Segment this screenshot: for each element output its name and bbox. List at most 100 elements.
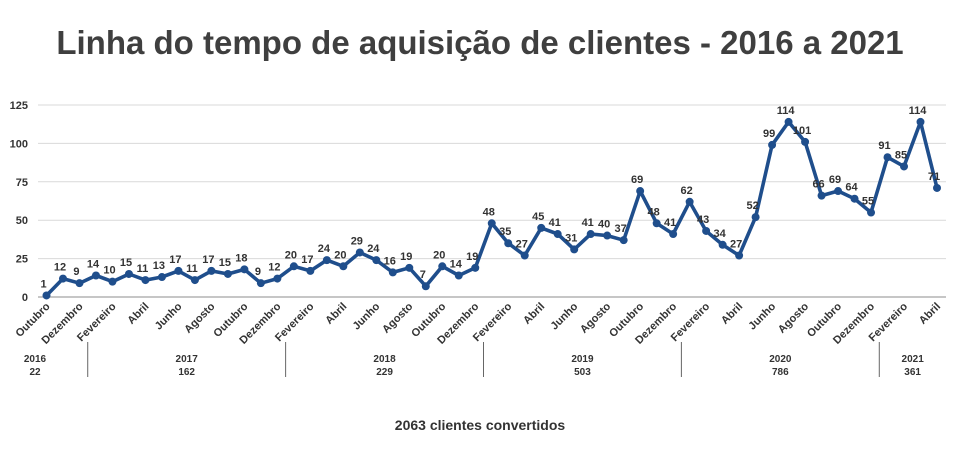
data-point bbox=[421, 282, 430, 291]
data-point bbox=[504, 239, 513, 248]
data-label: 91 bbox=[878, 140, 890, 152]
data-label: 40 bbox=[598, 219, 610, 231]
data-label: 1 bbox=[40, 278, 46, 290]
data-label: 41 bbox=[582, 217, 594, 229]
data-label: 41 bbox=[549, 217, 561, 229]
data-label: 52 bbox=[746, 200, 758, 212]
data-label: 43 bbox=[697, 214, 709, 226]
data-point bbox=[768, 140, 777, 149]
data-label: 41 bbox=[664, 217, 676, 229]
data-point bbox=[273, 274, 282, 283]
data-point bbox=[487, 219, 496, 228]
data-label: 12 bbox=[268, 262, 280, 274]
y-tick-label: 50 bbox=[16, 215, 28, 227]
data-label: 35 bbox=[499, 226, 511, 238]
data-label: 24 bbox=[318, 243, 331, 255]
total-clients-caption: 2063 clientes convertidos bbox=[394, 417, 566, 433]
data-point bbox=[685, 197, 694, 206]
y-tick-label: 0 bbox=[22, 292, 28, 304]
data-label: 10 bbox=[103, 265, 115, 277]
data-point bbox=[636, 187, 645, 196]
data-label: 14 bbox=[87, 258, 100, 270]
data-point bbox=[190, 276, 199, 285]
data-point bbox=[883, 153, 892, 162]
data-point bbox=[256, 279, 265, 288]
data-label: 101 bbox=[793, 125, 811, 137]
data-label: 114 bbox=[777, 105, 796, 117]
year-label: 2018 bbox=[373, 354, 396, 365]
y-tick-label: 75 bbox=[16, 177, 28, 189]
data-point bbox=[306, 266, 315, 275]
data-label: 85 bbox=[895, 149, 907, 161]
year-total-label: 229 bbox=[376, 367, 393, 378]
x-tick-label: Abril bbox=[719, 301, 745, 327]
y-tick-label: 25 bbox=[16, 254, 28, 266]
data-label: 20 bbox=[433, 249, 445, 261]
data-point bbox=[322, 256, 331, 265]
data-label: 14 bbox=[450, 258, 463, 270]
x-tick-label: Junho bbox=[153, 300, 185, 332]
data-label: 62 bbox=[681, 185, 693, 197]
data-point bbox=[75, 279, 84, 288]
data-label: 17 bbox=[202, 254, 214, 266]
data-point bbox=[438, 262, 447, 271]
data-point bbox=[240, 265, 249, 274]
year-total-label: 162 bbox=[178, 367, 195, 378]
data-point bbox=[405, 263, 414, 272]
data-label: 9 bbox=[73, 266, 79, 278]
year-total-label: 22 bbox=[29, 367, 41, 378]
data-point bbox=[454, 271, 463, 280]
data-point bbox=[735, 251, 744, 260]
data-label: 48 bbox=[483, 206, 495, 218]
data-label: 114 bbox=[909, 105, 928, 117]
data-point bbox=[471, 263, 480, 272]
data-point bbox=[42, 291, 51, 300]
year-label: 2020 bbox=[769, 354, 792, 365]
year-total-label: 503 bbox=[574, 367, 591, 378]
data-label: 11 bbox=[186, 263, 198, 275]
data-point bbox=[537, 223, 546, 232]
year-total-label: 786 bbox=[772, 367, 789, 378]
data-label: 19 bbox=[466, 251, 478, 263]
data-point bbox=[603, 231, 612, 240]
data-label: 66 bbox=[812, 179, 824, 191]
data-label: 31 bbox=[565, 232, 577, 244]
data-point bbox=[570, 245, 579, 254]
data-point bbox=[900, 162, 909, 171]
data-point bbox=[916, 117, 925, 126]
data-point bbox=[652, 219, 661, 228]
data-label: 69 bbox=[631, 174, 643, 186]
data-point bbox=[867, 208, 876, 217]
data-point bbox=[850, 194, 859, 203]
data-point bbox=[933, 183, 941, 192]
data-point bbox=[801, 137, 810, 146]
data-point bbox=[834, 187, 843, 196]
x-tick-label: Abril bbox=[521, 301, 547, 327]
data-label: 20 bbox=[285, 249, 297, 261]
data-point bbox=[718, 240, 727, 249]
data-point bbox=[751, 213, 760, 222]
data-point bbox=[289, 262, 298, 271]
data-label: 7 bbox=[420, 269, 426, 281]
data-label: 64 bbox=[845, 182, 858, 194]
year-total-label: 361 bbox=[904, 367, 921, 378]
year-label: 2021 bbox=[902, 354, 925, 365]
x-tick-label: Junho bbox=[549, 300, 581, 332]
data-label: 45 bbox=[532, 211, 544, 223]
data-point bbox=[157, 273, 166, 282]
data-point bbox=[108, 277, 117, 286]
data-point bbox=[669, 230, 678, 239]
data-label: 55 bbox=[862, 196, 874, 208]
data-point bbox=[355, 248, 364, 257]
data-label: 17 bbox=[301, 254, 313, 266]
data-label: 71 bbox=[928, 171, 940, 183]
data-label: 48 bbox=[648, 206, 660, 218]
data-label: 19 bbox=[400, 251, 412, 263]
data-label: 9 bbox=[255, 266, 261, 278]
data-point bbox=[702, 226, 711, 235]
data-label: 12 bbox=[54, 262, 66, 274]
data-point bbox=[207, 266, 216, 275]
data-label: 27 bbox=[730, 239, 742, 251]
data-point bbox=[174, 266, 183, 275]
